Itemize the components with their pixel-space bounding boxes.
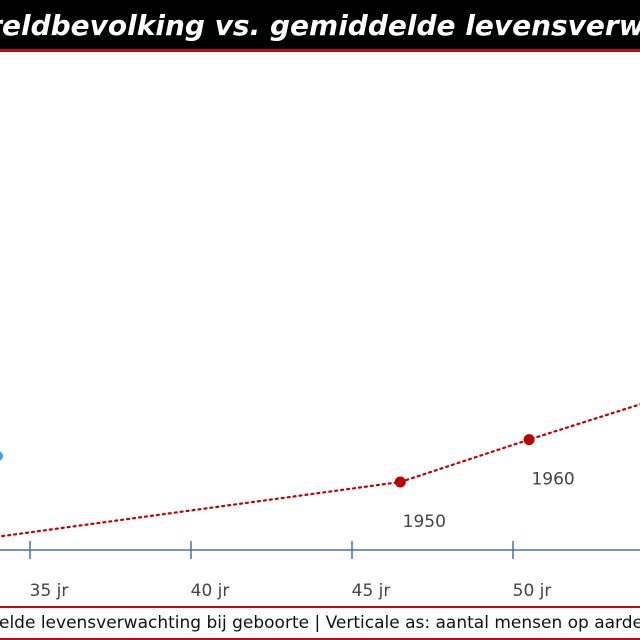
series-line	[0, 403, 640, 538]
x-tick-label: 35 jr	[30, 581, 69, 601]
point-labels: 1950196019701980199020002010	[403, 470, 575, 532]
footer-bar: Horizontale as: gemiddelde levensverwach…	[0, 606, 640, 640]
x-tick-label: 40 jr	[191, 581, 230, 601]
title-bar: Wereldbevolking vs. gemiddelde levensver…	[0, 0, 640, 52]
point-label: 1960	[531, 470, 574, 490]
chart-title: Wereldbevolking vs. gemiddelde levensver…	[0, 9, 640, 42]
x-tick-label: 50 jr	[513, 581, 552, 601]
point-label: 1950	[403, 512, 446, 532]
axis-caption: Horizontale as: gemiddelde levensverwach…	[0, 613, 640, 633]
data-point	[394, 476, 406, 488]
series-polyline	[0, 403, 640, 538]
highlight-marker	[0, 451, 3, 461]
x-tick-label: 45 jr	[352, 581, 391, 601]
data-point	[523, 434, 535, 446]
series-points	[0, 434, 535, 488]
